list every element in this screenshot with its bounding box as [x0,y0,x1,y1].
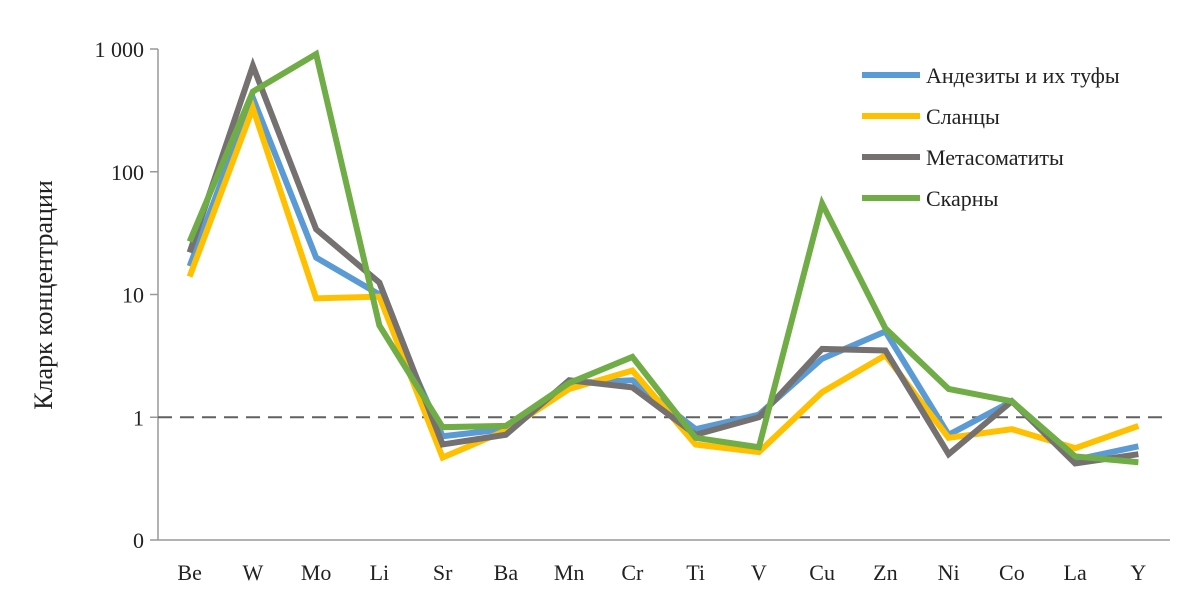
x-tick-label: Li [370,560,390,585]
y-axis-title: Кларк концентрации [29,180,58,410]
legend: Андезиты и их туфы Сланцы Метасоматиты Скар… [862,63,1120,211]
y-tick-label: 1 000 [95,37,145,62]
x-tick-label: Mo [301,560,332,585]
legend-label: Сланцы [926,104,1000,129]
x-tick-label: V [751,560,767,585]
x-tick-label: Ti [686,560,705,585]
x-tick-label: Be [177,560,201,585]
series-line-4 [186,49,1139,466]
x-tick-label: Ni [938,560,960,585]
legend-label: Скарны [926,186,999,211]
x-tick-label: Sr [433,560,453,585]
series-layer [186,49,1140,467]
x-tick-label: Cu [809,560,835,585]
x-tick-label: Cr [621,560,644,585]
legend-label: Метасоматиты [926,145,1064,170]
x-tick-label: Co [999,560,1025,585]
x-tick-label: Zn [873,560,897,585]
x-tick-label: Ba [494,560,519,585]
legend-label: Андезиты и их туфы [926,63,1120,88]
series-line-3 [186,56,1139,467]
y-tick-label: 10 [122,283,144,308]
x-tick-label: Mn [554,560,585,585]
y-tick-label: 0 [133,528,144,553]
x-tick-label: W [242,560,263,585]
x-tick-label: La [1064,560,1087,585]
y-tick-label: 100 [111,160,144,185]
axes: 0 1 10 100 1 000 Be W Mo Li Sr Ba Mn Cr Ti V Cu Zn Ni Co La… [95,37,1170,585]
x-tick-label: Y [1130,560,1146,585]
y-tick-label: 1 [133,405,144,430]
